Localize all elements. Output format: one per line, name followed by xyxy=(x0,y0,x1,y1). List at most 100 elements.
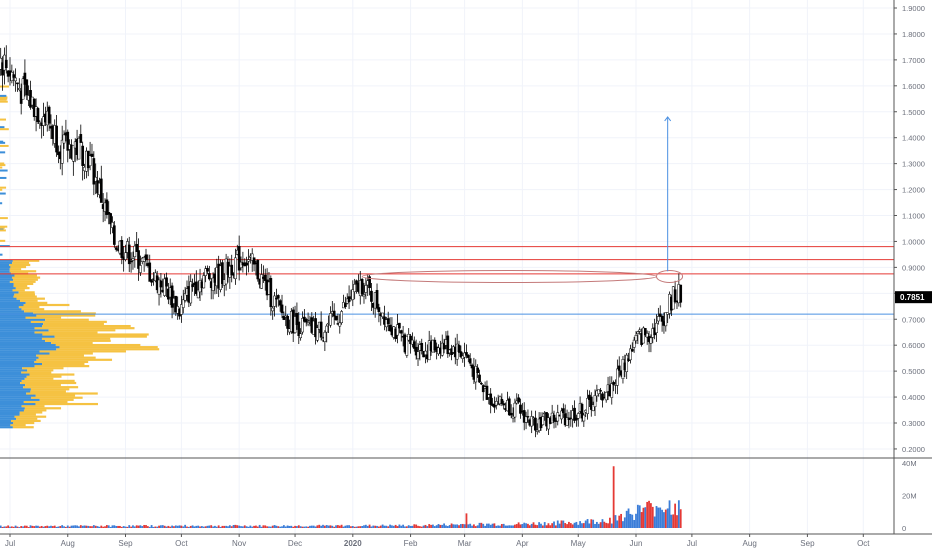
drawings[interactable] xyxy=(361,116,684,283)
profile-bar-up xyxy=(0,318,46,321)
volume-bar xyxy=(14,525,17,528)
volume-bar xyxy=(277,526,280,528)
candle-down xyxy=(399,330,403,334)
time-axis[interactable]: Jul Aug Sep Oct Nov Dec 2020 Feb Mar Apr May Jun Jul… xyxy=(5,534,870,548)
volume-bar xyxy=(81,525,84,528)
volume-bar xyxy=(105,525,108,528)
volume-bar xyxy=(495,525,498,528)
profile-bar-down xyxy=(36,358,113,361)
volume-bar xyxy=(396,526,399,528)
volume-bar xyxy=(374,525,377,528)
profile-bar-down xyxy=(19,411,43,414)
volume-bar xyxy=(359,526,362,528)
candle-down xyxy=(252,257,256,265)
volume-bar xyxy=(631,514,634,528)
profile-bar xyxy=(0,253,3,256)
profile-bar-up xyxy=(0,278,14,281)
volume-bar xyxy=(571,524,574,528)
volume-bar xyxy=(5,526,8,528)
volume-bar xyxy=(59,526,62,528)
profile-bar-down xyxy=(20,299,38,302)
volume-bar xyxy=(579,521,582,528)
time-tick-label: Jul xyxy=(687,539,697,548)
volume-bar xyxy=(499,525,501,528)
profile-bar-up xyxy=(0,371,22,374)
volume-bar xyxy=(161,525,164,528)
volume-bar xyxy=(212,526,214,528)
candle-down xyxy=(412,341,416,349)
horizontal-levels[interactable] xyxy=(0,246,894,315)
candle-up xyxy=(204,268,207,276)
profile-bar-up xyxy=(0,339,46,342)
profile-bar-down xyxy=(14,274,37,277)
volume-bar xyxy=(249,525,252,528)
volume-bar xyxy=(130,526,133,528)
profile-bar-down xyxy=(42,333,149,336)
volume-bar xyxy=(241,526,244,528)
volume-bar xyxy=(184,524,187,528)
volume-bar xyxy=(200,526,203,528)
candle-up xyxy=(299,333,302,339)
profile-bar-down xyxy=(14,293,36,296)
volume-bar xyxy=(677,500,680,528)
volume-bar xyxy=(132,525,134,528)
profile-bar-down xyxy=(20,381,77,385)
volume-bar xyxy=(299,526,302,528)
candle-up xyxy=(604,392,608,401)
volume-bar xyxy=(165,526,168,528)
volume-bar xyxy=(154,526,157,528)
ellipse-drawing[interactable] xyxy=(655,269,684,283)
volume-bar xyxy=(310,525,313,528)
volume-bar xyxy=(92,525,95,528)
volume-bar xyxy=(124,526,127,528)
profile-bar-down xyxy=(33,312,96,315)
volume-bar xyxy=(532,522,535,528)
volume-bar xyxy=(456,524,459,528)
profile-bar-up xyxy=(0,312,34,315)
candle-up xyxy=(247,259,250,262)
volume-axis[interactable]: 40M 20M 0 xyxy=(902,459,917,533)
volume-bar xyxy=(588,523,591,528)
volume-bar xyxy=(117,525,119,528)
profile-bar xyxy=(0,217,8,220)
time-tick-label: Dec xyxy=(288,539,302,548)
candle-down xyxy=(92,158,96,185)
candle-down xyxy=(630,349,634,352)
profile-bar-up xyxy=(0,411,20,414)
price-tick-label: 1.2000 xyxy=(902,186,925,195)
profile-bar-up xyxy=(0,331,35,334)
volume-bar xyxy=(122,526,125,528)
candle-down xyxy=(269,278,273,308)
profile-bar-down xyxy=(23,303,70,307)
price-tick-label: 0.5000 xyxy=(902,367,925,376)
volume-bar xyxy=(173,526,175,528)
volume-bar xyxy=(510,525,513,528)
profile-bar-up xyxy=(0,337,42,340)
volume-bar xyxy=(74,525,77,528)
profile-bar-down xyxy=(10,265,27,269)
volume-bar xyxy=(439,524,442,528)
profile-bar-up xyxy=(0,373,30,376)
volume-bar xyxy=(189,525,192,528)
profile-bar-up xyxy=(0,320,31,323)
profile-bar-up xyxy=(0,259,13,262)
candle-up xyxy=(124,252,127,260)
volume-bar xyxy=(502,523,505,528)
profile-bar xyxy=(0,144,9,147)
candle-down xyxy=(478,374,481,383)
volume-bar xyxy=(240,526,242,528)
volume-bar xyxy=(480,522,483,528)
profile-bar-down xyxy=(30,388,70,391)
candle-down xyxy=(502,403,506,406)
volume-bar xyxy=(387,526,390,528)
volume-bar xyxy=(351,526,354,528)
volume-bar xyxy=(269,526,272,528)
volume-bar xyxy=(18,527,21,528)
candle-up xyxy=(636,331,640,335)
profile-bar-down xyxy=(35,394,76,397)
candle-down xyxy=(465,352,468,356)
volume-bar xyxy=(448,525,451,528)
volume-bar xyxy=(540,523,542,528)
